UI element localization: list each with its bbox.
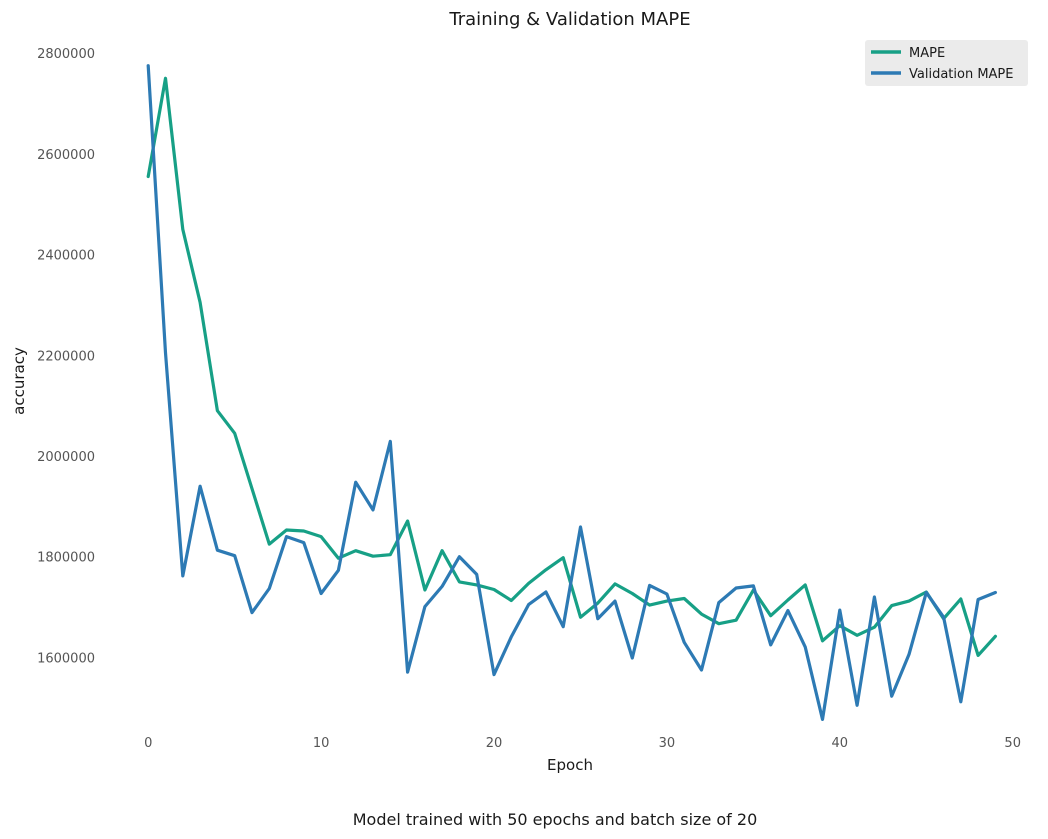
x-tick-label: 10 [313, 736, 330, 751]
series-line-validation-mape [146, 64, 998, 722]
legend-label-validation-mape: Validation MAPE [909, 67, 1014, 82]
x-tick-label: 30 [659, 736, 676, 751]
series-line-mape [146, 76, 998, 658]
y-tick-label: 2400000 [37, 249, 95, 264]
x-tick-label: 40 [832, 736, 849, 751]
legend-background [865, 40, 1028, 86]
legend-label-mape: MAPE [909, 46, 945, 61]
x-axis-ticks: 0 10 20 30 40 50 [144, 736, 1021, 751]
x-tick-label: 50 [1004, 736, 1021, 751]
y-tick-label: 2600000 [37, 148, 95, 163]
series-lines [146, 64, 998, 722]
chart-title: Training & Validation MAPE [448, 9, 690, 30]
x-tick-label: 0 [144, 736, 152, 751]
chart-caption: Model trained with 50 epochs and batch s… [353, 810, 758, 829]
y-tick-label: 2800000 [37, 47, 95, 62]
legend: MAPE Validation MAPE [865, 40, 1028, 86]
y-axis-ticks: 1600000 1800000 2000000 2200000 2400000 26000… [37, 47, 95, 666]
x-axis-label: Epoch [547, 756, 593, 774]
y-tick-label: 1600000 [37, 651, 95, 666]
x-tick-label: 20 [486, 736, 503, 751]
y-tick-label: 2200000 [37, 349, 95, 364]
y-tick-label: 1800000 [37, 551, 95, 566]
y-tick-label: 2000000 [37, 450, 95, 465]
y-axis-label: accuracy [10, 347, 28, 415]
